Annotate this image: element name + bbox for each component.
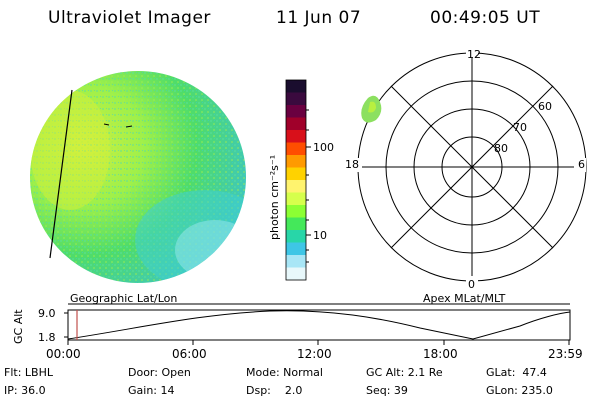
x-tick-0600: 06:00 — [172, 347, 207, 361]
app-title: Ultraviolet Imager — [48, 8, 211, 28]
polar-plot — [357, 52, 587, 282]
info-seq: Seq: 39 — [366, 384, 408, 397]
timeline-y-tick-9: 9.0 — [38, 307, 56, 320]
colorbar-cell — [286, 142, 306, 156]
colorbar-tick-10: 10 — [313, 229, 327, 242]
timeline-right-label: Apex MLat/MLT — [423, 292, 506, 305]
colorbar-cell — [286, 92, 306, 106]
colorbar-cell — [286, 242, 306, 256]
timeline-y-label: GC Alt — [12, 309, 25, 344]
time-label: 00:49:05 UT — [430, 8, 541, 28]
orbit-timeline — [64, 303, 571, 345]
colorbar-cell — [286, 105, 306, 118]
info-flt: Flt: LBHL — [4, 366, 53, 379]
terminator-line — [49, 89, 73, 259]
x-tick-1800: 18:00 — [423, 347, 458, 361]
date-label: 11 Jun 07 — [276, 8, 362, 28]
mlt-label-18: 18 — [345, 158, 359, 171]
colorbar-cell — [286, 180, 306, 193]
colorbar-tick-100: 100 — [313, 141, 334, 154]
timeline-left-label: Geographic Lat/Lon — [70, 292, 177, 305]
colorbar-cell — [286, 267, 306, 281]
colorbar-cell — [286, 205, 306, 218]
info-ip: IP: 36.0 — [4, 384, 46, 397]
colorbar-cell — [286, 255, 306, 268]
lat-label-60: 60 — [538, 100, 552, 113]
colorbar-cell — [286, 192, 306, 206]
info-door: Door: Open — [128, 366, 191, 379]
x-tick-1200: 12:00 — [297, 347, 332, 361]
info-mode: Mode: Normal — [246, 366, 323, 379]
mlt-label-12: 12 — [467, 48, 481, 61]
colorbar-cell — [286, 217, 306, 231]
colorbar-cell — [286, 230, 306, 243]
colorbar: 100 10 photon cm⁻²s⁻¹ — [268, 79, 334, 281]
info-gain: Gain: 14 — [128, 384, 175, 397]
colorbar-cell — [286, 117, 306, 131]
uv-image-disk — [30, 71, 246, 283]
colorbar-cell — [286, 80, 306, 93]
colorbar-unit-label: photon cm⁻²s⁻¹ — [268, 155, 281, 240]
x-tick-2359: 23:59 — [548, 347, 583, 361]
info-glon: GLon: 235.0 — [486, 384, 553, 397]
colorbar-cell — [286, 130, 306, 143]
lat-label-70: 70 — [513, 121, 527, 134]
lat-label-80: 80 — [494, 142, 508, 155]
timeline-y-tick-1.8: 1.8 — [38, 331, 56, 344]
x-tick-0000: 00:00 — [46, 347, 81, 361]
info-glat: GLat: 47.4 — [486, 366, 547, 379]
info-dsp: Dsp: 2.0 — [246, 384, 303, 397]
info-gc-alt: GC Alt: 2.1 Re — [366, 366, 443, 379]
mlt-label-6: 6 — [578, 158, 585, 171]
mlt-label-0: 0 — [468, 278, 475, 291]
colorbar-cell — [286, 167, 306, 181]
colorbar-cell — [286, 155, 306, 168]
